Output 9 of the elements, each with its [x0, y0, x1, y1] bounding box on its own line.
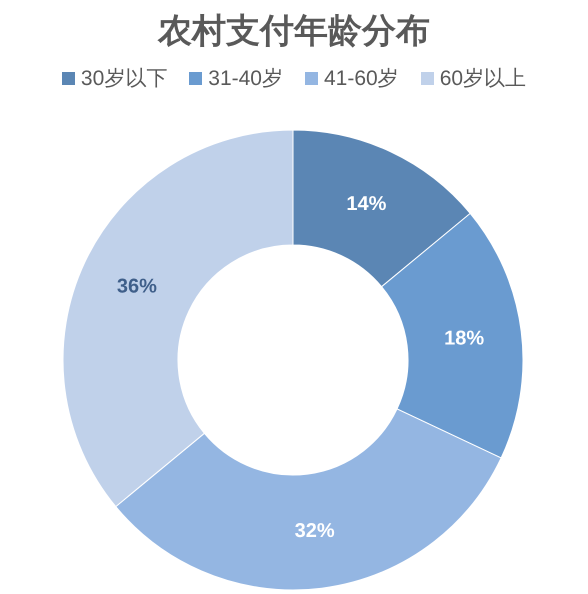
legend-label: 60岁以上 [440, 66, 526, 92]
legend-label: 41-60岁 [324, 66, 399, 92]
chart-title: 农村支付年龄分布 [156, 11, 431, 52]
data-label: 36% [116, 276, 158, 298]
legend-label: 30岁以下 [80, 66, 168, 92]
legend-label: 31-40岁 [208, 66, 283, 92]
data-label: 32% [294, 520, 335, 542]
data-label: 14% [346, 192, 387, 215]
data-label: 18% [444, 327, 484, 350]
